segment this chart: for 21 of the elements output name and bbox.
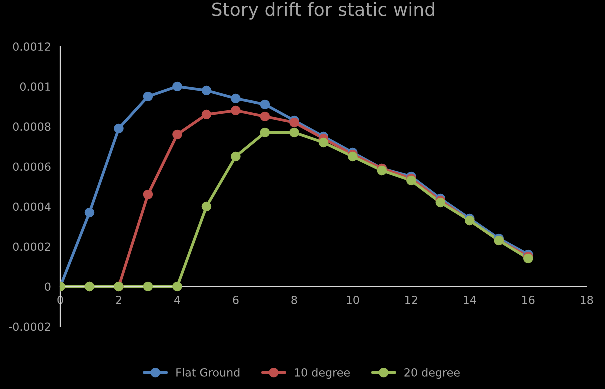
y-tick-label: 0.0004 (13, 202, 51, 212)
legend-label: 20 degree (404, 368, 460, 379)
x-tick-label: 6 (233, 296, 239, 304)
y-tick-label: 0.0002 (13, 242, 50, 252)
x-tick-label: 12 (406, 296, 418, 304)
y-tick-label: 0 (45, 282, 51, 292)
x-tick-label: 14 (464, 296, 476, 304)
legend-label: 10 degree (295, 368, 350, 379)
x-tick-label: 2 (116, 296, 122, 304)
x-tick-label: 16 (522, 296, 535, 304)
legend-label: Flat Ground (176, 368, 240, 377)
y-tick-label: 0.0006 (13, 162, 51, 172)
y-tick-label: 0.0008 (13, 122, 51, 132)
chart-title: Story drift for static wind (212, 2, 434, 20)
y-tick-label: 0.001 (20, 82, 50, 92)
x-tick-label: 10 (347, 296, 360, 304)
x-tick-label: 18 (581, 296, 594, 304)
y-tick-label: -0.0002 (9, 322, 50, 332)
x-tick-label: 8 (292, 296, 298, 304)
x-tick-label: 4 (174, 296, 180, 304)
y-tick-label: 0.0012 (13, 42, 50, 52)
